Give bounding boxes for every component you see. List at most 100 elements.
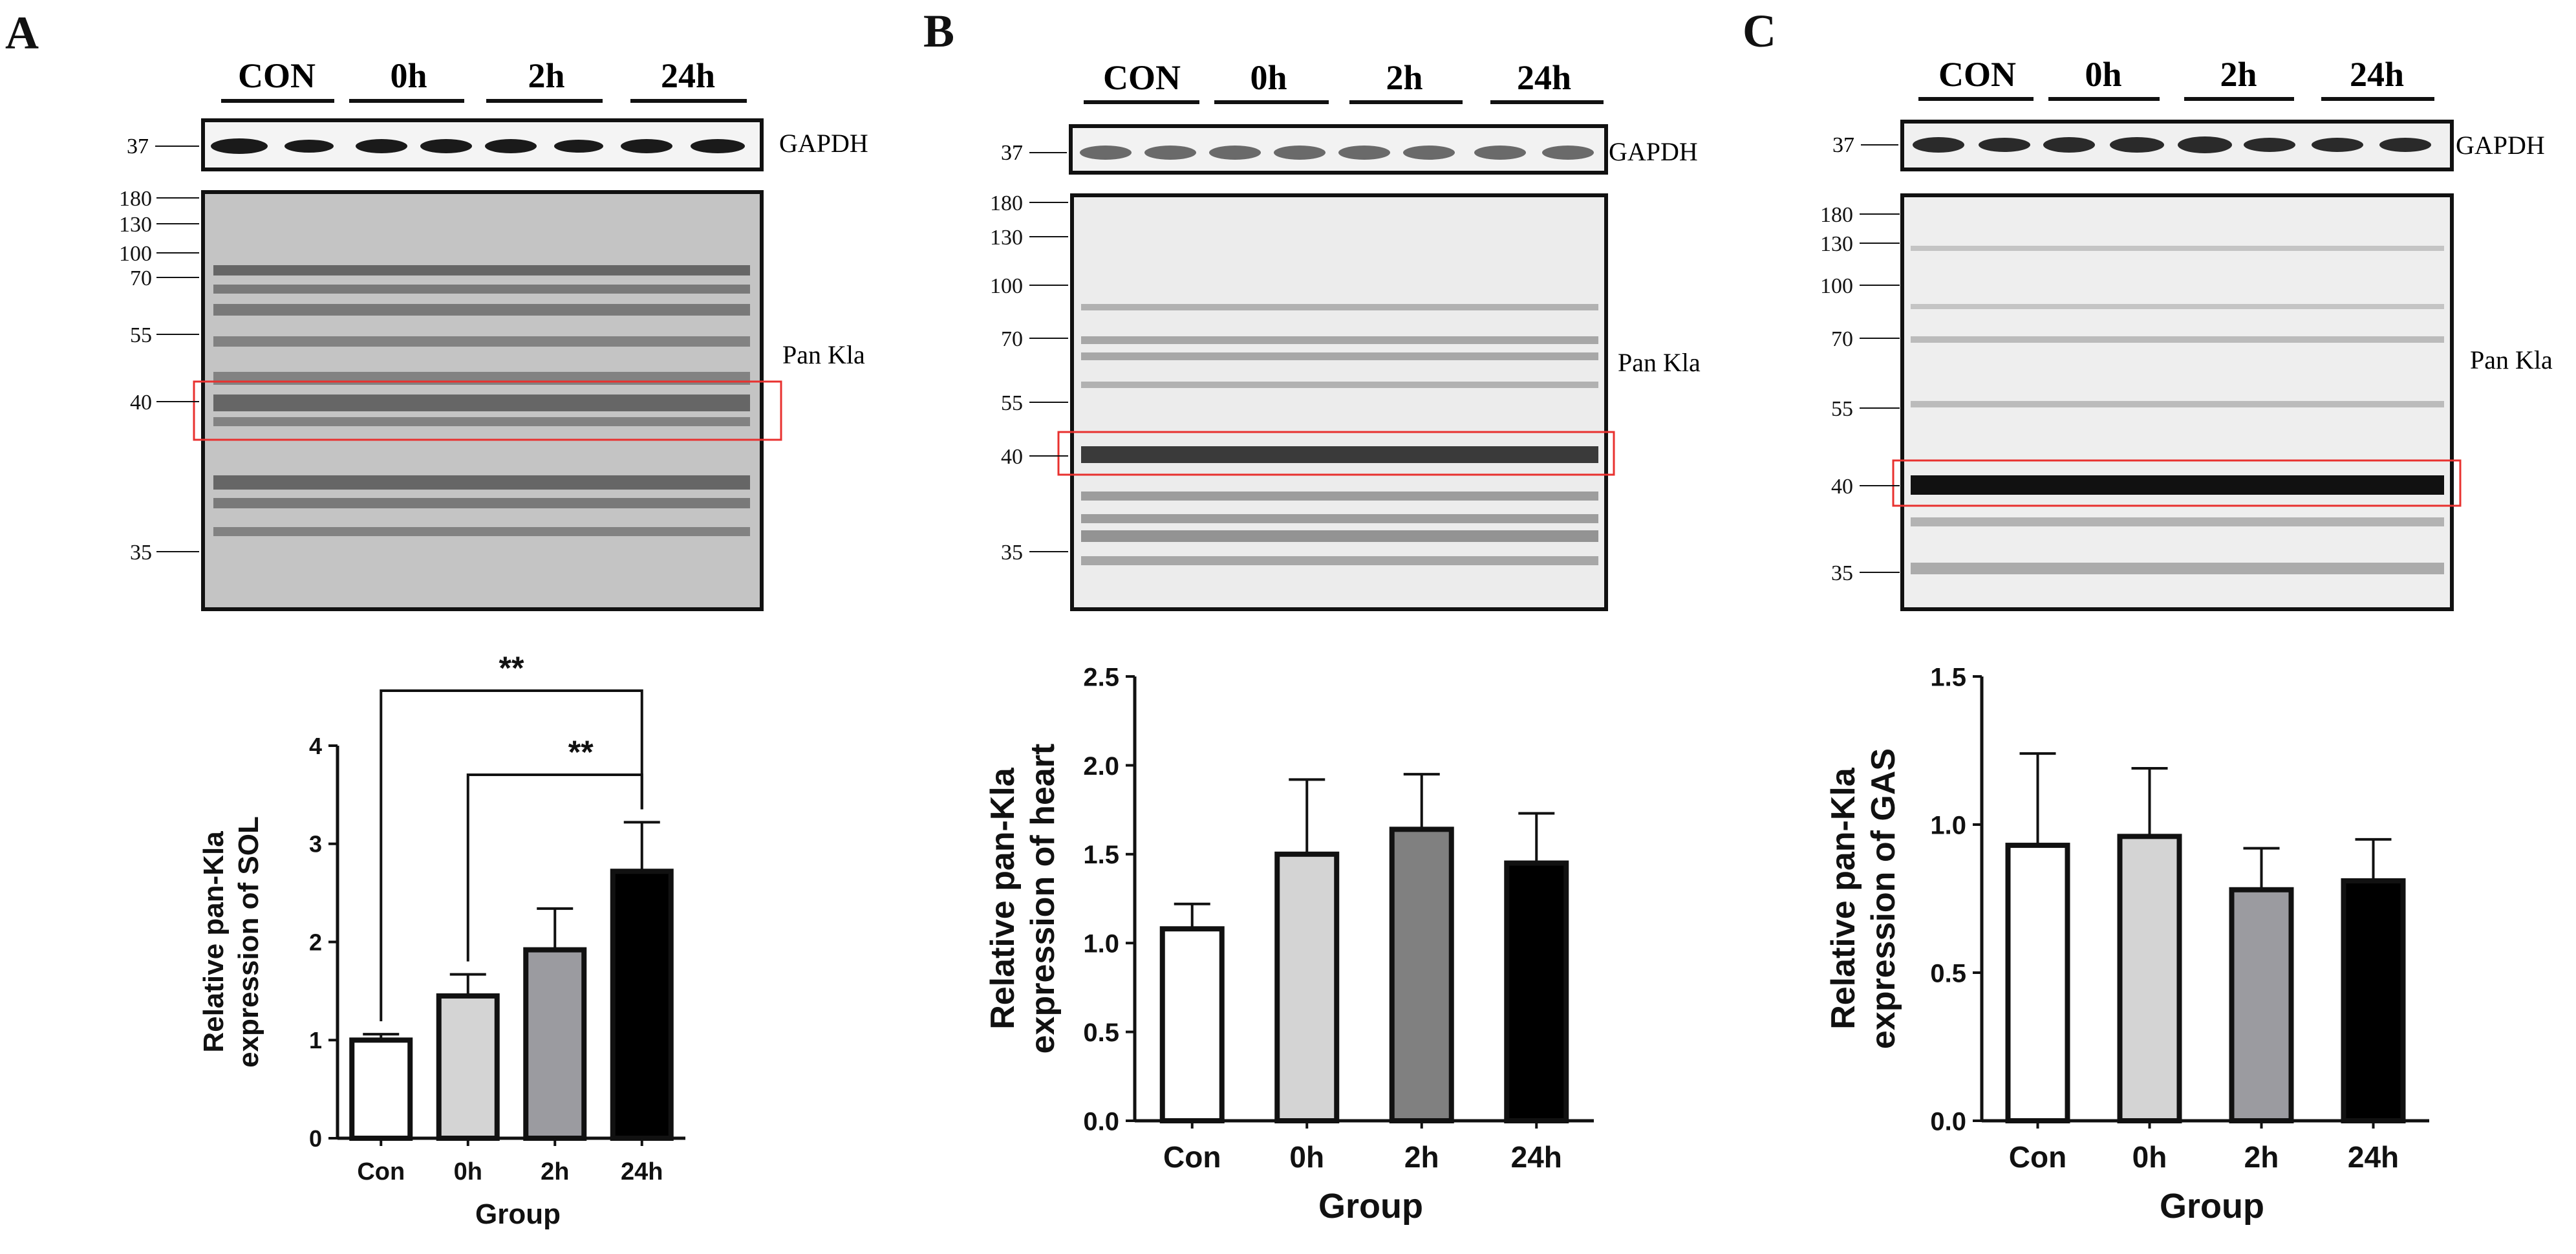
panel-a-band-highlight-box bbox=[193, 380, 782, 441]
panel-c: C CON 0h 2h 24h GAPDH 37 bbox=[1743, 5, 2553, 611]
chart-b-bar-con bbox=[1159, 926, 1225, 1123]
panel-b-band-highlight-box bbox=[1057, 431, 1615, 476]
panel-c-lane-con: CON bbox=[1938, 55, 2016, 94]
chart-b-ytick-label: 0.0 bbox=[1083, 1107, 1119, 1136]
panel-a-gapdh-marker: 37 bbox=[127, 135, 149, 158]
panel-c-letter: C bbox=[1743, 5, 1776, 57]
panel-b-marker-55: 55 bbox=[1001, 391, 1023, 415]
panel-b-pankla-label: Pan Kla bbox=[1618, 348, 1701, 377]
chart-b-ytick-label: 2.5 bbox=[1083, 663, 1119, 691]
panel-c-band-highlight-box bbox=[1892, 459, 2462, 507]
chart-a-category-label: 0h bbox=[454, 1158, 482, 1185]
panel-b-lane-0h: 0h bbox=[1250, 58, 1287, 97]
chart-a-significance-bracket bbox=[380, 689, 643, 1022]
panel-b-lane-2h: 2h bbox=[1386, 58, 1422, 97]
panel-c-marker-55: 55 bbox=[1831, 397, 1853, 421]
chart-b-category-label: 0h bbox=[1289, 1140, 1324, 1174]
chart-b-bar-0h bbox=[1274, 851, 1340, 1124]
chart-a-significance-label: ** bbox=[499, 650, 524, 686]
panel-c-marker-130: 130 bbox=[1820, 232, 1853, 256]
chart-c-bar-2h bbox=[2229, 887, 2294, 1123]
panel-c-marker-100: 100 bbox=[1820, 274, 1853, 298]
chart-a-ytick-label: 3 bbox=[309, 831, 322, 858]
panel-b-marker-35: 35 bbox=[1001, 541, 1023, 565]
panel-c-marker-35: 35 bbox=[1831, 561, 1853, 585]
chart-a-bar-24h bbox=[610, 869, 674, 1141]
panel-c-gapdh-bands bbox=[1913, 136, 2431, 153]
panel-a-marker-55: 55 bbox=[130, 323, 152, 347]
chart-c-ytick-label: 0.5 bbox=[1930, 959, 1966, 988]
panel-b-pankla-blot bbox=[1070, 193, 1608, 611]
chart-c-y-axis-title-line: expression of GAS bbox=[1865, 748, 1902, 1049]
panel-c-pankla-bands bbox=[1911, 246, 2444, 574]
panel-a: A CON 0h 2h 24h GAPDH 37 bbox=[5, 7, 868, 611]
panel-c-gapdh-marker: 37 bbox=[1832, 133, 1854, 157]
chart-b-category-label: 2h bbox=[1404, 1140, 1439, 1174]
chart-a-ytick-label: 0 bbox=[309, 1125, 322, 1152]
chart-a-bar-con bbox=[349, 1037, 413, 1141]
panel-b-gapdh-label: GAPDH bbox=[1609, 137, 1698, 166]
panel-b-marker-70: 70 bbox=[1001, 327, 1023, 351]
panel-a-marker-35: 35 bbox=[130, 541, 152, 565]
panel-a-gapdh-label: GAPDH bbox=[779, 129, 868, 158]
chart-b-ytick-label: 1.0 bbox=[1083, 930, 1119, 958]
chart-c-category-label: 0h bbox=[2132, 1140, 2167, 1174]
panel-b-lane-24h: 24h bbox=[1517, 58, 1571, 97]
panel-b-marker-180: 180 bbox=[990, 191, 1023, 215]
panel-a-gapdh-bands bbox=[211, 138, 745, 154]
bar-chart-b: 0.0 0.5 1.0 1.5 2.0 2.5 Con 0h 2h 24h Group Relativ… bbox=[984, 663, 1594, 1226]
panel-c-gapdh-label: GAPDH bbox=[2456, 131, 2545, 160]
chart-b-y-axis-title-line: Relative pan-Kla bbox=[984, 767, 1022, 1030]
panel-a-letter: A bbox=[5, 7, 39, 59]
bar-chart-a: 0 1 2 3 4 Con 0h 2h 24h Group Relative pan-Kla expr… bbox=[198, 650, 685, 1230]
panel-c-lane-2h: 2h bbox=[2220, 55, 2257, 94]
panel-a-lane-24h: 24h bbox=[661, 56, 715, 95]
chart-a-significance-bracket bbox=[466, 773, 643, 962]
panel-a-lane-2h: 2h bbox=[528, 56, 564, 95]
chart-a-y-axis-title-line: Relative pan-Kla bbox=[198, 831, 230, 1053]
panel-a-marker-180: 180 bbox=[119, 187, 152, 211]
bar-chart-c: 0.0 0.5 1.0 1.5 Con 0h 2h 24h Group Relative pan-… bbox=[1825, 663, 2429, 1226]
panel-b-letter: B bbox=[923, 5, 954, 57]
chart-b-category-label: Con bbox=[1163, 1140, 1221, 1174]
chart-a-category-label: 2h bbox=[541, 1158, 569, 1185]
panel-a-pankla-label: Pan Kla bbox=[782, 340, 865, 369]
chart-a-category-label: Con bbox=[357, 1158, 405, 1185]
chart-a-ytick-label: 2 bbox=[309, 929, 322, 955]
panel-a-marker-100: 100 bbox=[119, 242, 152, 266]
panel-b: B CON 0h 2h 24h GAPDH 37 bbox=[923, 5, 1701, 611]
panel-b-marker-100: 100 bbox=[990, 274, 1023, 298]
chart-b-bar-2h bbox=[1389, 827, 1454, 1123]
chart-b-category-label: 24h bbox=[1511, 1140, 1562, 1174]
chart-a-ytick-label: 4 bbox=[309, 733, 322, 759]
chart-a-x-axis-title: Group bbox=[475, 1198, 561, 1230]
chart-c-category-label: Con bbox=[2009, 1140, 2066, 1174]
chart-c-bar-0h bbox=[2117, 834, 2182, 1123]
panel-c-lane-0h: 0h bbox=[2085, 55, 2121, 94]
panel-a-lane-0h: 0h bbox=[390, 56, 427, 95]
chart-c-ytick-label: 0.0 bbox=[1930, 1107, 1966, 1136]
panel-b-marker-40: 40 bbox=[1001, 445, 1023, 469]
panel-a-marker-40: 40 bbox=[130, 391, 152, 415]
panel-c-pankla-label: Pan Kla bbox=[2470, 345, 2553, 374]
panel-c-marker-180: 180 bbox=[1820, 203, 1853, 227]
panel-b-gapdh-marker: 37 bbox=[1001, 141, 1023, 165]
chart-b-y-axis-title-line: expression of heart bbox=[1024, 744, 1062, 1054]
panel-c-marker-40: 40 bbox=[1831, 475, 1853, 499]
chart-a-ytick-label: 1 bbox=[309, 1027, 322, 1054]
chart-a-y-axis-title-line: expression of SOL bbox=[233, 816, 264, 1068]
chart-a-category-label: 24h bbox=[621, 1158, 663, 1185]
chart-b-ytick-label: 0.5 bbox=[1083, 1019, 1119, 1047]
panel-c-lane-24h: 24h bbox=[2350, 55, 2404, 94]
chart-b-ytick-label: 1.5 bbox=[1083, 841, 1119, 869]
panel-a-marker-70: 70 bbox=[130, 266, 152, 290]
chart-b-ytick-label: 2.0 bbox=[1083, 752, 1119, 781]
panel-b-lane-con: CON bbox=[1103, 58, 1181, 97]
chart-c-y-axis-title-line: Relative pan-Kla bbox=[1825, 767, 1862, 1030]
chart-c-bar-24h bbox=[2341, 878, 2406, 1124]
chart-c-x-axis-title: Group bbox=[2160, 1187, 2264, 1226]
panel-a-pankla-bands bbox=[213, 265, 750, 536]
chart-a-significance-label: ** bbox=[568, 734, 594, 770]
chart-a-bar-0h bbox=[436, 993, 500, 1141]
